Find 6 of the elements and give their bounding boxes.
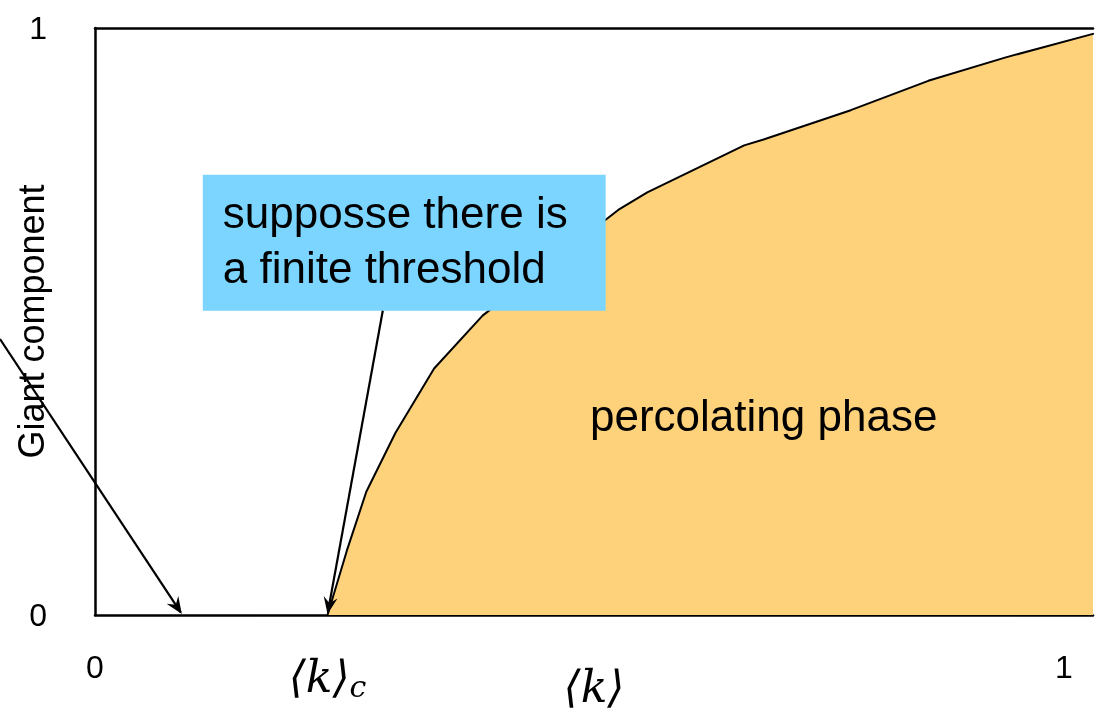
x-tick-label: 0 <box>86 649 104 685</box>
y-axis-title: Giant component <box>10 184 52 459</box>
x-tick-label: 1 <box>1055 649 1073 685</box>
annotation: supposse there is a finite threshold <box>222 187 568 292</box>
annotation: percolating phase <box>589 390 938 440</box>
x-axis-title: ⟨k⟩ <box>563 660 625 712</box>
